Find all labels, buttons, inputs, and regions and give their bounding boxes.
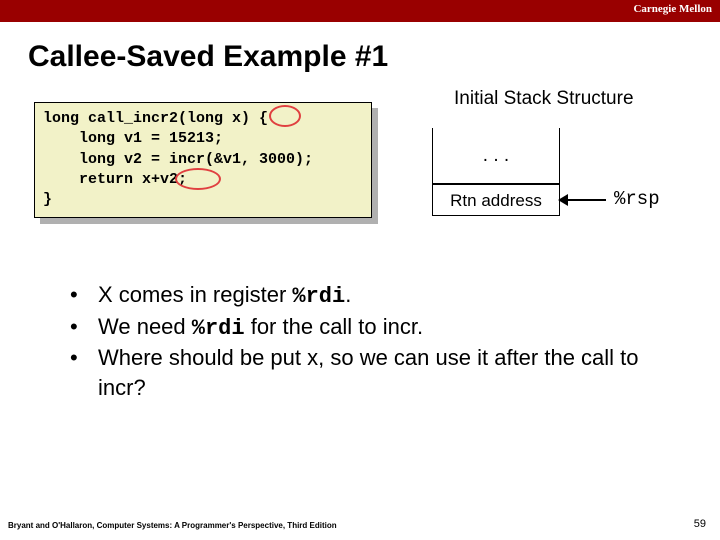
footer-citation: Bryant and O'Hallaron, Computer Systems:… [8, 521, 337, 530]
bullet-text: Where should be put x, so we can use it … [98, 343, 658, 402]
header-brand: Carnegie Mellon [633, 3, 712, 15]
highlight-oval-x [269, 105, 301, 127]
code-line-2: long v1 = 15213; [43, 130, 223, 147]
code-line-5: } [43, 191, 52, 208]
bullet-dot: • [70, 312, 98, 344]
slide: Carnegie Mellon Callee-Saved Example #1 … [0, 0, 720, 540]
bullet-text: We need %rdi for the call to incr. [98, 312, 423, 344]
stack-cell-rtn: Rtn address [432, 184, 560, 216]
code-box: long call_incr2(long x) { long v1 = 1521… [34, 102, 372, 218]
header-bar: Carnegie Mellon [0, 0, 720, 22]
bullet-dot: • [70, 343, 98, 402]
bullet-1-post: . [345, 282, 351, 307]
bullet-3: • Where should be put x, so we can use i… [70, 343, 658, 402]
bullet-text: X comes in register %rdi. [98, 280, 351, 312]
bullet-2: • We need %rdi for the call to incr. [70, 312, 658, 344]
bullet-1-code: %rdi [292, 284, 345, 309]
code-line-3: long v2 = incr(&v1, 3000); [43, 151, 313, 168]
page-number: 59 [694, 518, 706, 530]
highlight-oval-xv2 [175, 168, 221, 190]
code-line-1: long call_incr2(long x) { [43, 110, 268, 127]
rsp-arrow-head [558, 194, 568, 206]
bullet-2-code: %rdi [192, 316, 245, 341]
rsp-label: %rsp [614, 188, 660, 210]
bullet-list: • X comes in register %rdi. • We need %r… [70, 280, 658, 403]
bullet-1-pre: X comes in register [98, 282, 292, 307]
bullet-2-pre: We need [98, 314, 192, 339]
slide-title: Callee-Saved Example #1 [28, 40, 720, 74]
bullet-2-post: for the call to incr. [245, 314, 424, 339]
stack-title: Initial Stack Structure [454, 88, 634, 110]
code-line-4: return x+v2; [43, 171, 187, 188]
bullet-dot: • [70, 280, 98, 312]
bullet-1: • X comes in register %rdi. [70, 280, 658, 312]
stack-cell-dots: . . . [432, 128, 560, 184]
